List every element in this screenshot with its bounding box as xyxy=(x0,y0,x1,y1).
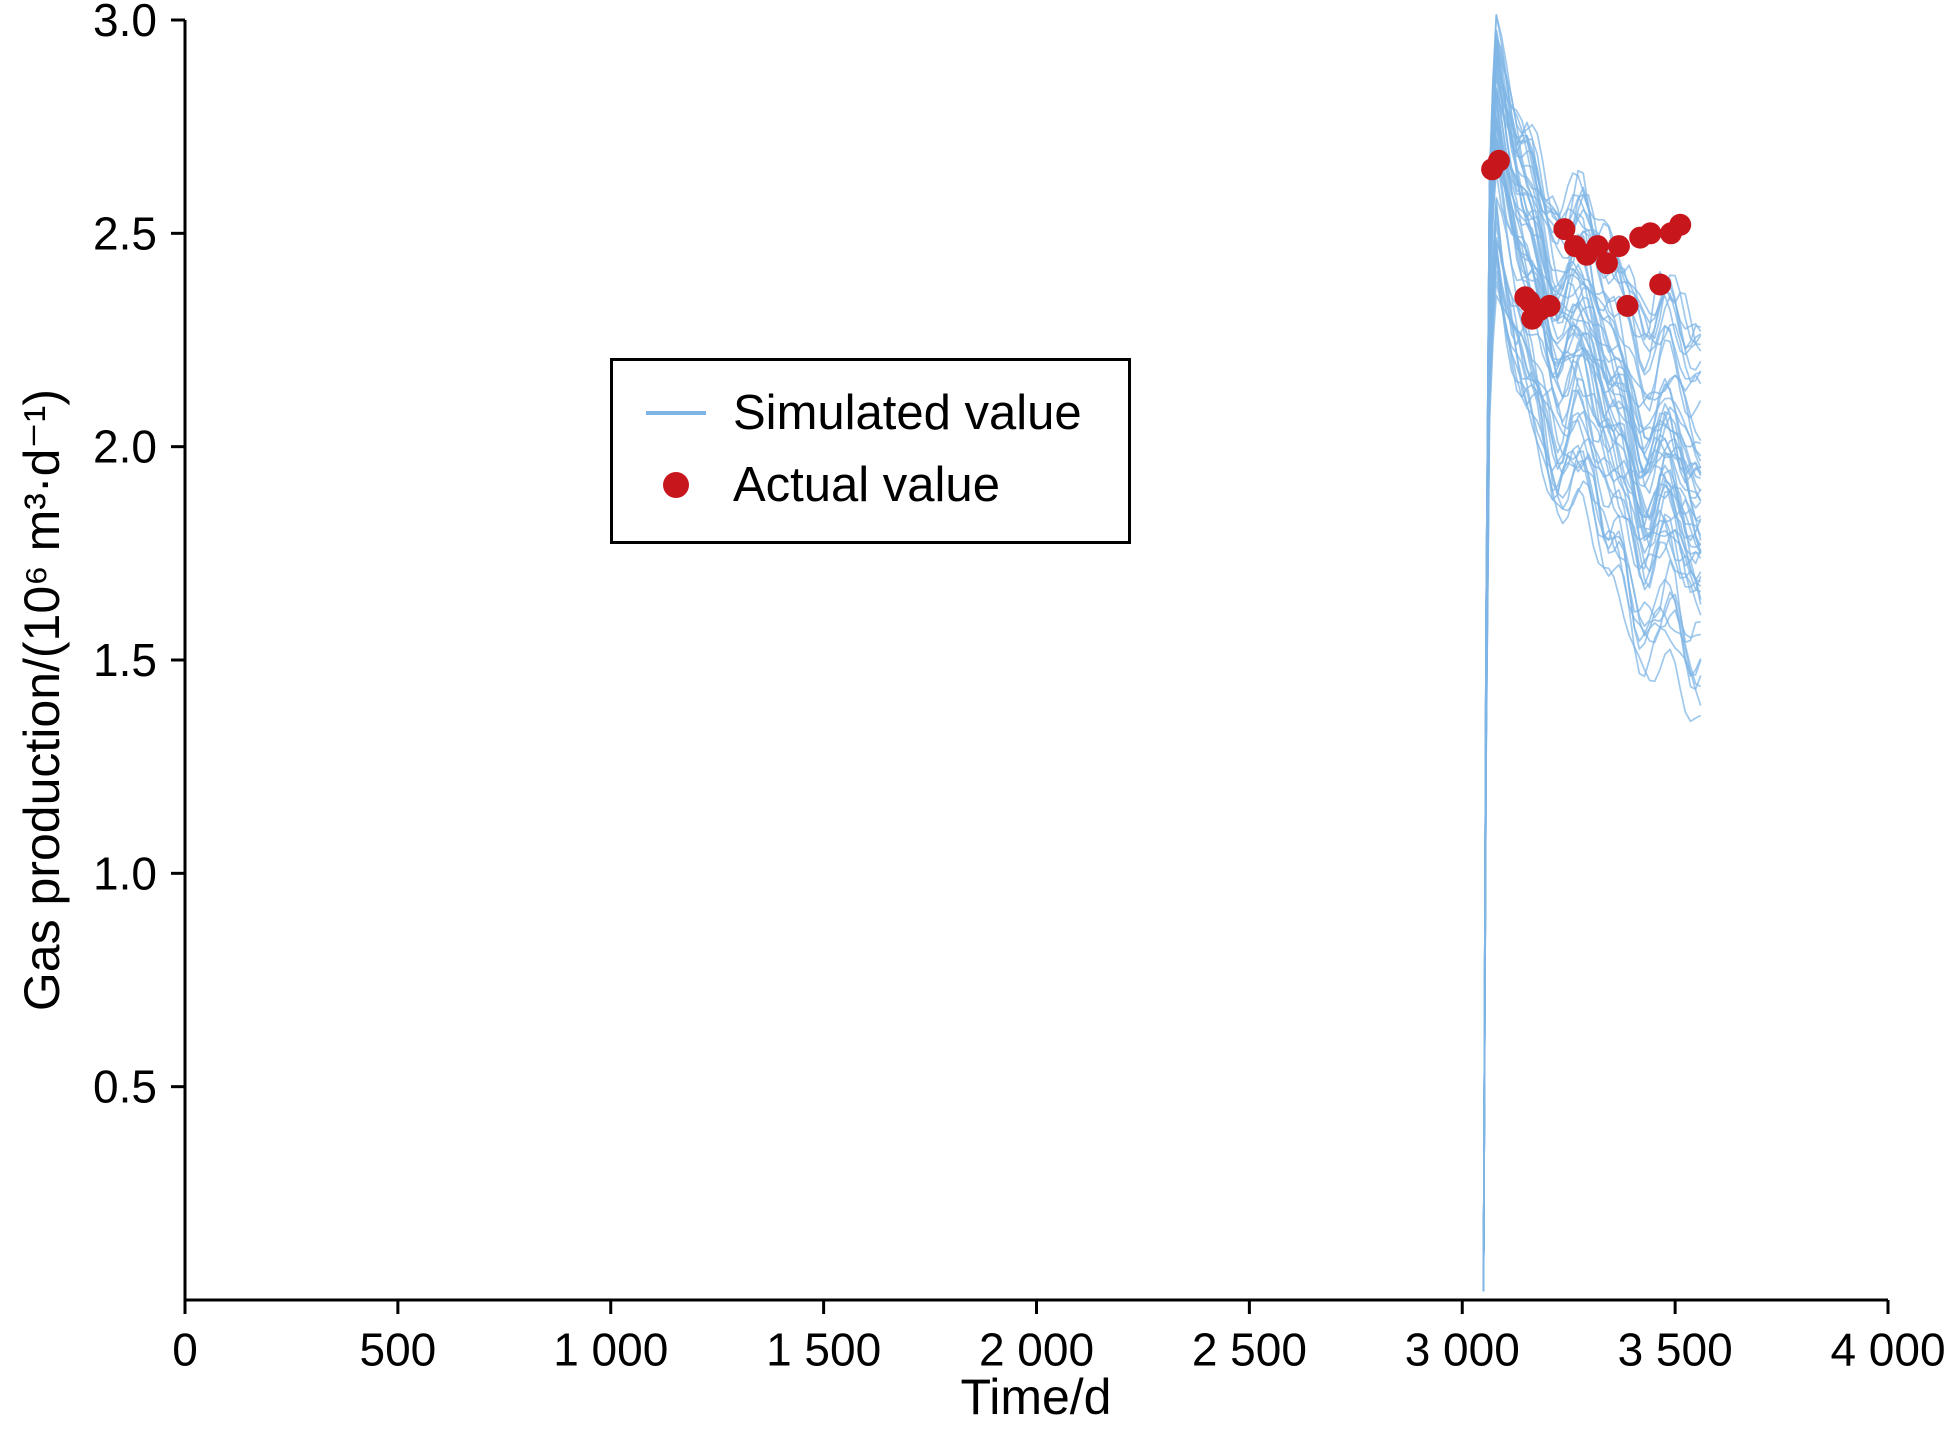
actual-dot-swatch-icon xyxy=(643,472,709,498)
simulated-curve xyxy=(1482,88,1701,1292)
simulated-line-swatch-icon xyxy=(643,411,709,415)
x-tick-label: 2 500 xyxy=(1192,1324,1307,1376)
x-axis-title: Time/d xyxy=(960,1369,1112,1425)
actual-value-point xyxy=(1639,222,1662,245)
simulated-curve xyxy=(1482,246,1702,1292)
simulated-curve xyxy=(1482,74,1702,1292)
x-tick-label: 4 000 xyxy=(1830,1324,1945,1376)
x-tick-label: 0 xyxy=(172,1324,198,1376)
actual-value-point xyxy=(1616,294,1639,317)
simulated-curve xyxy=(1482,205,1702,1292)
actual-value-point xyxy=(1649,273,1672,296)
simulated-curve xyxy=(1482,90,1702,1292)
actual-value-point xyxy=(1487,149,1510,172)
actual-value-point xyxy=(1596,252,1618,275)
simulated-curve xyxy=(1482,196,1702,1292)
y-axis-title: Gas production/(10⁶ m³·d⁻¹) xyxy=(14,388,70,1012)
simulated-curve xyxy=(1482,154,1702,1292)
x-tick-label: 3 000 xyxy=(1405,1324,1520,1376)
actual-value-point xyxy=(1586,235,1609,258)
simulated-curve xyxy=(1482,118,1702,1292)
y-tick-label: 1.0 xyxy=(93,847,157,899)
simulated-curve xyxy=(1482,280,1701,1292)
x-tick-label: 2 000 xyxy=(979,1324,1094,1376)
y-tick-label: 2.5 xyxy=(93,207,157,259)
actual-value-point xyxy=(1553,218,1576,241)
simulated-curve xyxy=(1482,29,1702,1292)
legend-item-actual: Actual value xyxy=(643,457,1082,513)
actual-value-point xyxy=(1669,213,1692,236)
simulated-curve xyxy=(1482,198,1702,1292)
legend-label-actual: Actual value xyxy=(733,458,1000,512)
simulated-curve xyxy=(1482,247,1701,1292)
x-tick-label: 3 500 xyxy=(1618,1324,1733,1376)
simulated-curve xyxy=(1482,35,1702,1292)
simulated-curve xyxy=(1482,98,1702,1292)
simulated-curve xyxy=(1482,249,1702,1292)
x-tick-label: 500 xyxy=(360,1324,437,1376)
y-tick-label: 2.0 xyxy=(93,421,157,473)
simulated-curve xyxy=(1482,29,1702,1292)
legend-item-simulated: Simulated value xyxy=(643,385,1082,441)
simulated-curve xyxy=(1482,58,1702,1292)
actual-value-point xyxy=(1538,294,1561,317)
y-tick-label: 3.0 xyxy=(93,0,157,46)
legend-label-simulated: Simulated value xyxy=(733,386,1082,440)
legend: Simulated value Actual value xyxy=(610,358,1131,544)
simulated-curve xyxy=(1482,86,1702,1292)
x-tick-label: 1 500 xyxy=(766,1324,881,1376)
x-tick-label: 1 000 xyxy=(553,1324,668,1376)
simulated-curve xyxy=(1482,14,1702,1292)
y-tick-label: 0.5 xyxy=(93,1061,157,1113)
actual-value-point xyxy=(1607,235,1630,258)
y-tick-label: 1.5 xyxy=(93,634,157,686)
